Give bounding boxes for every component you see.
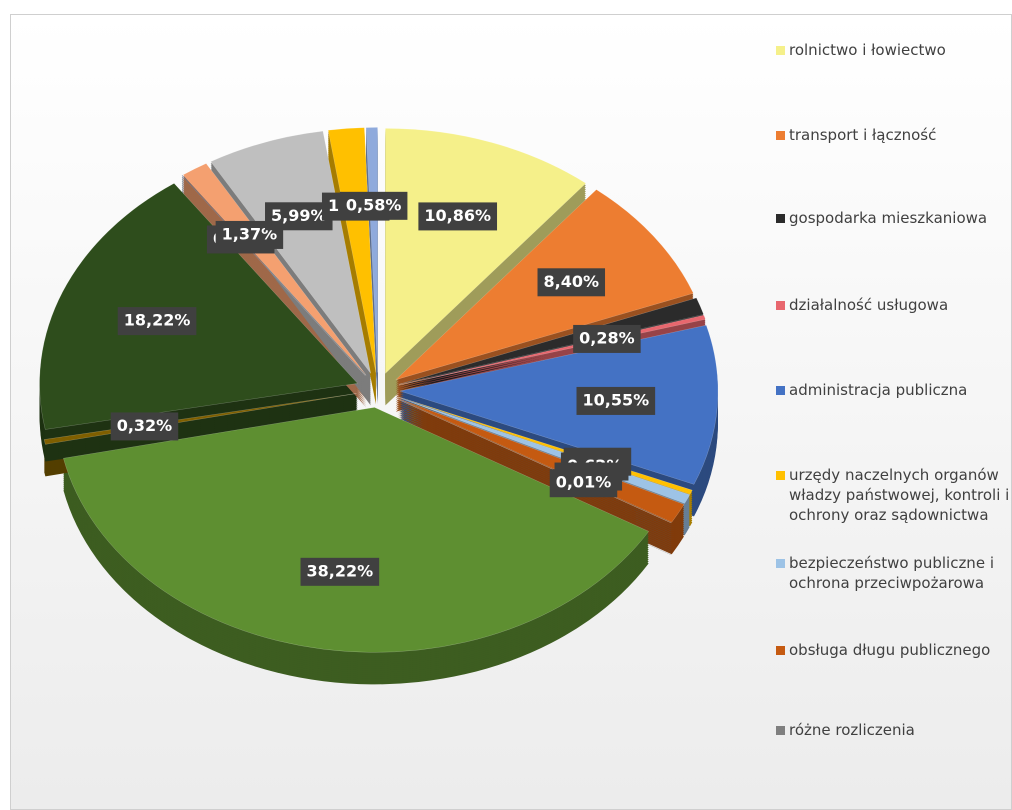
slice	[63, 407, 650, 653]
data-label: 5,99%	[265, 202, 333, 231]
legend-label: rolnictwo i łowiectwo	[789, 41, 946, 59]
value-label: 0,28%	[579, 328, 635, 347]
data-label: 38,22%	[300, 557, 380, 586]
legend-item: transport i łączność	[776, 125, 1012, 145]
legend-item: różne rozliczenia	[776, 720, 1012, 740]
slice	[365, 127, 378, 373]
legend-label: urzędy naczelnych organów władzy państwo…	[789, 466, 1010, 524]
legend-swatch	[776, 471, 785, 480]
value-label: 0,01%	[556, 473, 612, 492]
data-label: 0,58%	[339, 191, 408, 220]
slice	[182, 163, 367, 376]
label-box	[576, 386, 656, 415]
legend-label: gospodarka mieszkaniowa	[789, 209, 988, 227]
label-box	[300, 557, 380, 586]
legend-item: urzędy naczelnych organów władzy państwo…	[776, 465, 1012, 525]
slice-side	[396, 408, 672, 533]
legend-item: rolnictwo i łowiectwo	[776, 40, 1012, 60]
slice-side	[396, 404, 672, 529]
legend-swatch	[776, 214, 785, 223]
legend-label: bezpieczeństwo publiczne i ochrona przec…	[789, 554, 994, 592]
value-label: 10,55%	[582, 390, 649, 409]
value-label: 10,86%	[424, 206, 491, 225]
legend-item: obsługa długu publicznego	[776, 640, 1012, 660]
label-box	[537, 268, 606, 297]
label-box	[549, 469, 618, 498]
legend-swatch	[776, 726, 785, 735]
legend: rolnictwo i łowiectwo transport i łącznoś…	[776, 0, 1012, 810]
label-box	[265, 202, 333, 231]
slice-side	[396, 414, 672, 539]
legend-swatch	[776, 301, 785, 310]
value-label: 5,99%	[271, 206, 327, 225]
legend-label: działalność usługowa	[789, 296, 949, 314]
legend-item: gospodarka mieszkaniowa	[776, 208, 1012, 228]
legend-swatch	[776, 559, 785, 568]
legend-swatch	[776, 131, 785, 140]
label-box	[339, 191, 408, 220]
value-label: 18,22%	[124, 311, 191, 330]
legend-swatch	[776, 646, 785, 655]
data-label: 8,40%	[537, 268, 606, 297]
data-label: 10,86%	[418, 202, 498, 231]
slice	[210, 130, 371, 374]
label-box	[117, 307, 197, 336]
data-label: 1,37%	[215, 220, 284, 249]
pie-plot: 10,86%8,40%0,28%10,55%0,29%0,62%1,31%0,0…	[39, 127, 719, 685]
slice-side	[396, 410, 672, 535]
data-label: 0,01%	[549, 469, 618, 498]
slice	[398, 297, 704, 385]
slice	[385, 128, 587, 374]
data-label: 10,55%	[576, 386, 656, 415]
value-label: 0,58%	[346, 195, 402, 214]
legend-label: obsługa długu publicznego	[789, 641, 991, 659]
data-label: 18,22%	[117, 307, 197, 336]
data-label: 0,28%	[573, 324, 641, 353]
data-label: 0,32%	[110, 412, 179, 441]
value-label: 38,22%	[307, 561, 374, 580]
value-label: 8,40%	[544, 272, 600, 291]
legend-label: różne rozliczenia	[789, 721, 915, 739]
slice-side	[396, 416, 672, 541]
legend-item: administracja publiczna	[776, 380, 1012, 400]
legend-swatch	[776, 386, 785, 395]
legend-swatch	[776, 46, 785, 55]
value-label: 0,32%	[117, 416, 173, 435]
legend-label: transport i łączność	[789, 126, 937, 144]
legend-item: bezpieczeństwo publiczne i ochrona przec…	[776, 553, 1012, 593]
legend-label: administracja publiczna	[789, 381, 968, 399]
slice-side	[396, 412, 672, 537]
label-box	[573, 324, 641, 353]
label-box	[418, 202, 498, 231]
value-label: 1,37%	[222, 224, 278, 243]
slice	[398, 324, 719, 485]
slice-side	[396, 406, 672, 531]
slice	[327, 127, 377, 373]
label-box	[110, 412, 179, 441]
slice	[39, 183, 359, 430]
legend-item: działalność usługowa	[776, 295, 1012, 315]
